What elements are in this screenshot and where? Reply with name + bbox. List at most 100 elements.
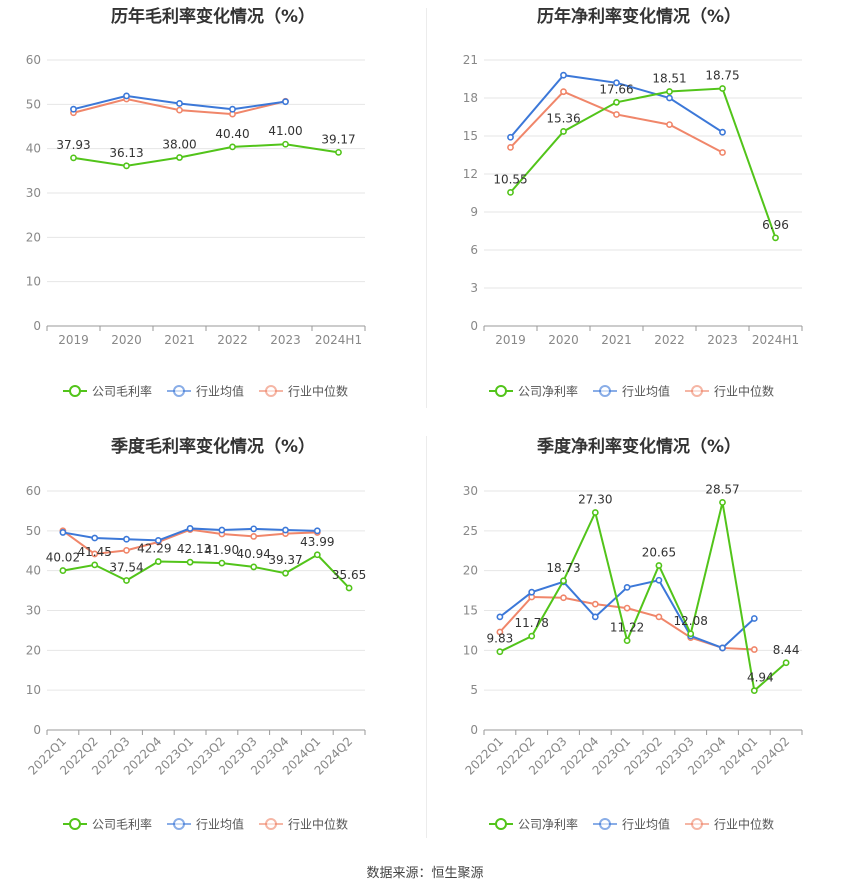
y-tick-label: 20	[26, 230, 41, 244]
data-label: 36.13	[109, 146, 143, 160]
y-tick-label: 10	[26, 275, 41, 289]
legend-item-1: 公司净利率	[489, 817, 578, 832]
data-label: 40.02	[46, 551, 80, 565]
data-point-3	[655, 613, 663, 621]
x-tick-label: 2022	[654, 333, 685, 347]
y-tick-label: 9	[470, 205, 478, 219]
series-line-1	[62, 553, 350, 589]
data-point-1	[218, 559, 226, 567]
y-tick-label: 12	[463, 167, 478, 181]
x-tick-label: 2023	[707, 333, 738, 347]
y-tick-label: 0	[470, 723, 478, 737]
data-label: 18.73	[546, 561, 580, 575]
data-point-1	[123, 577, 130, 584]
data-point-2	[313, 527, 321, 535]
chart-3: 季度毛利率变化情况（%）01020304050602022Q12022Q2202…	[25, 436, 366, 832]
data-label: 41.45	[78, 545, 112, 559]
legend-label: 行业中位数	[714, 384, 774, 399]
legend-item-1: 公司净利率	[489, 384, 578, 399]
data-label: 17.66	[599, 82, 633, 96]
y-tick-label: 10	[26, 683, 41, 697]
data-point-1	[719, 498, 726, 506]
legend-label: 行业均值	[196, 817, 244, 832]
data-point-3	[496, 628, 504, 636]
data-label: 18.51	[652, 72, 686, 86]
data-point-1	[623, 637, 631, 645]
chart-4: 季度净利率变化情况（%）0510152025302022Q12022Q22022…	[462, 436, 803, 832]
legend-swatch-marker	[265, 818, 277, 830]
data-point-1	[560, 577, 567, 585]
legend-item-1: 公司毛利率	[63, 384, 152, 399]
legend-item-2: 行业均值	[593, 817, 670, 832]
y-tick-label: 40	[26, 142, 41, 156]
y-tick-label: 20	[26, 643, 41, 657]
legend-item-3: 行业中位数	[259, 384, 348, 399]
y-tick-label: 50	[26, 524, 41, 538]
legend-swatch-marker	[69, 818, 81, 830]
data-label: 11.22	[610, 621, 644, 635]
data-point-1	[782, 659, 790, 667]
data-label: 42.29	[137, 542, 171, 556]
data-point-1	[313, 551, 321, 559]
legend-label: 行业均值	[622, 384, 670, 399]
data-point-1	[687, 630, 695, 638]
data-label: 10.55	[493, 172, 527, 186]
y-tick-label: 0	[33, 319, 41, 333]
data-point-2	[123, 92, 130, 100]
data-point-1	[528, 632, 536, 640]
data-label: 27.30	[578, 493, 612, 507]
data-label: 11.78	[515, 616, 549, 630]
y-tick-label: 40	[26, 564, 41, 578]
data-point-1	[345, 584, 353, 592]
data-label: 18.75	[705, 69, 739, 83]
x-tick-label: 2022	[217, 333, 248, 347]
data-point-2	[507, 133, 514, 141]
y-tick-label: 20	[463, 564, 478, 578]
data-label: 15.36	[546, 111, 580, 125]
y-tick-label: 15	[463, 604, 478, 618]
legend-swatch-marker	[599, 818, 611, 830]
data-point-1	[496, 648, 504, 656]
y-tick-label: 60	[26, 484, 41, 498]
data-point-2	[613, 79, 620, 87]
x-tick-label: 2020	[111, 333, 142, 347]
data-point-1	[154, 558, 162, 565]
y-tick-label: 15	[463, 129, 478, 143]
legend-label: 公司毛利率	[92, 817, 152, 832]
legend-item-3: 行业中位数	[685, 384, 774, 399]
data-point-2	[719, 644, 726, 652]
legend-swatch-marker	[691, 385, 703, 397]
x-tick-label: 2021	[164, 333, 195, 347]
chart-1: 历年毛利率变化情况（%） 0 10 20 30 40 50 60 2019 2020 2021 202…	[26, 6, 366, 399]
x-tick-label: 2021	[601, 333, 632, 347]
legend-swatch-marker	[495, 385, 507, 397]
chart-title: 历年毛利率变化情况（%）	[111, 6, 315, 27]
data-point-2	[496, 613, 504, 621]
data-point-1	[750, 687, 758, 695]
y-tick-label: 21	[463, 53, 478, 67]
data-point-1	[59, 567, 67, 574]
legend-swatch-marker	[265, 385, 277, 397]
data-point-1	[591, 509, 599, 516]
y-tick-label: 25	[463, 524, 478, 538]
data-point-2	[70, 105, 77, 113]
series-line-1	[499, 502, 787, 693]
chart-title: 历年净利率变化情况（%）	[537, 6, 741, 27]
legend-item-1: 公司毛利率	[63, 817, 152, 832]
data-label: 20.65	[642, 545, 676, 559]
series-line-1	[509, 87, 777, 239]
data-point-2	[250, 525, 258, 533]
data-point-3	[666, 121, 673, 128]
data-point-3	[613, 111, 620, 118]
legend-swatch-marker	[173, 818, 185, 830]
chart-title: 季度毛利率变化情况（%）	[111, 436, 315, 457]
y-tick-label: 5	[470, 683, 478, 697]
data-label: 4.94	[747, 671, 774, 685]
x-tick-label: 2023	[270, 333, 301, 347]
data-point-2	[91, 534, 99, 542]
data-label: 37.93	[56, 138, 90, 152]
data-point-2	[229, 105, 236, 113]
data-point-3	[750, 646, 758, 653]
data-point-2	[123, 535, 130, 543]
